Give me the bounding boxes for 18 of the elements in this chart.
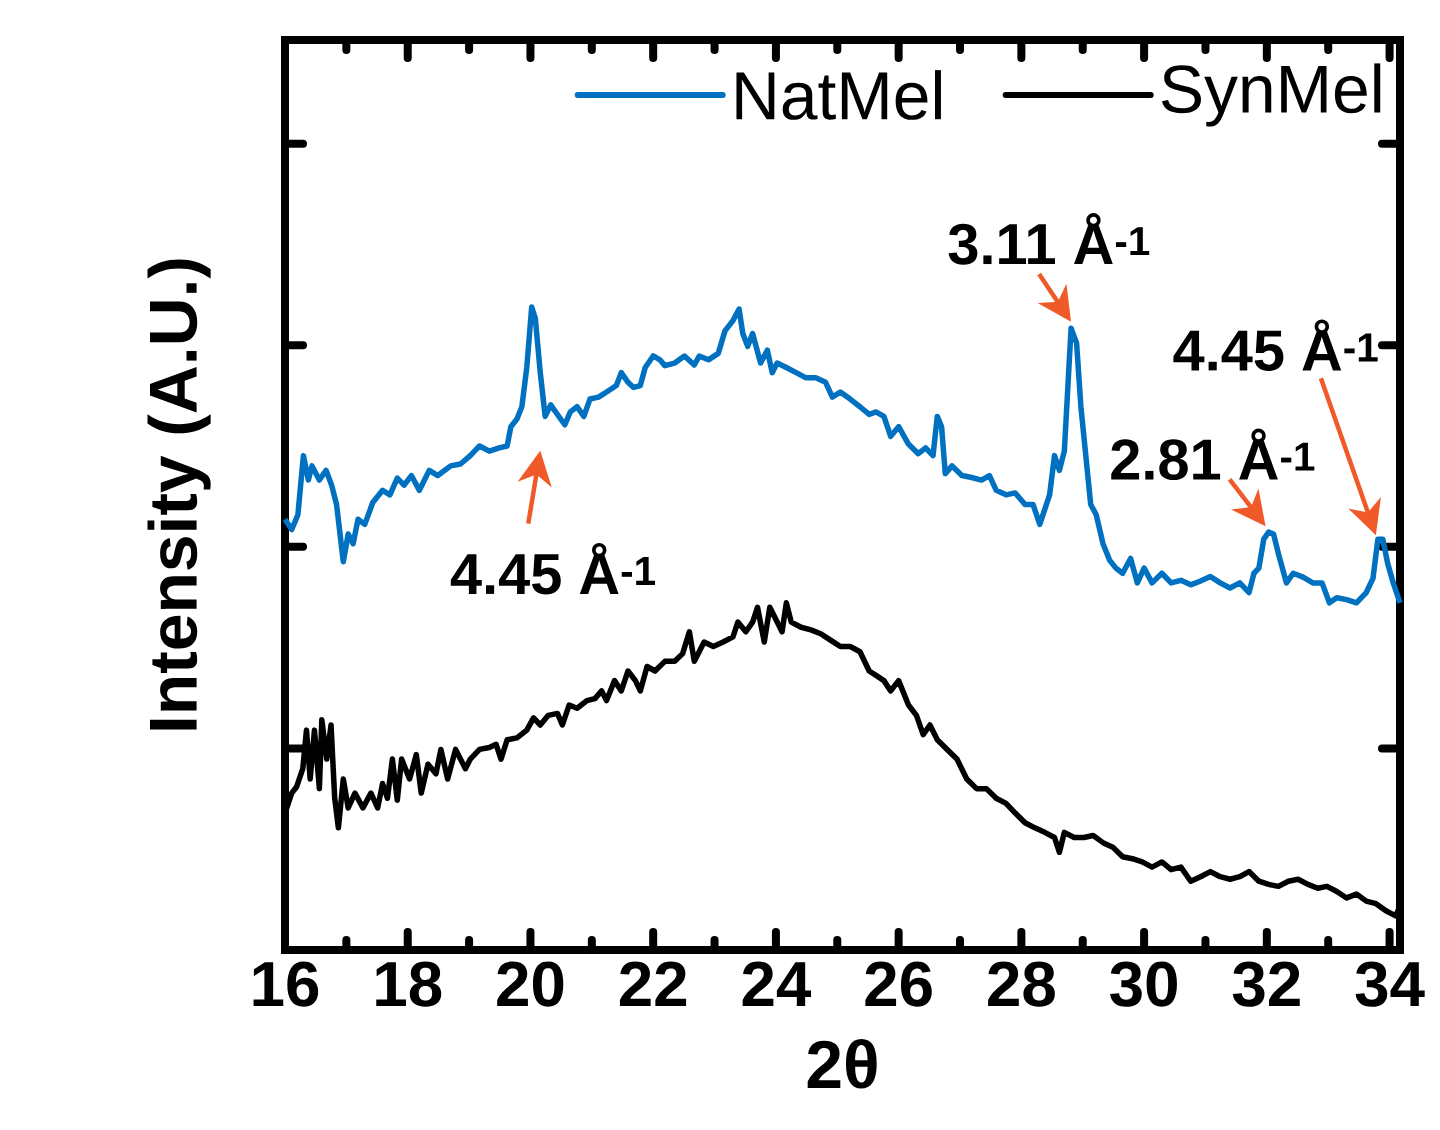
y-axis-title: Intensity (A.U.)	[147, 259, 211, 730]
legend-label: NatMel	[736, 70, 941, 120]
x-tick-label: 16	[253, 961, 319, 1007]
annotation: 4.45 Å$^{-1}$	[1173, 319, 1378, 371]
x-tick-label: 22	[619, 961, 687, 1007]
annotation: 2.81 Å$^{-1}$	[1111, 428, 1315, 481]
x-tick-label: 28	[988, 961, 1055, 1007]
x-axis-title: 2θ	[807, 1038, 877, 1089]
x-tick-label: 18	[376, 961, 442, 1007]
x-tick-label: 26	[865, 961, 932, 1007]
annotation: 4.45 Å$^{-1}$	[450, 542, 656, 595]
x-tick-label: 24	[742, 961, 812, 1007]
legend-label: SynMel	[1161, 63, 1381, 127]
annotation: 3.11 Å$^{-1}$	[948, 213, 1150, 265]
x-tick-label: 32	[1232, 961, 1300, 1007]
x-tick-label: 20	[497, 961, 564, 1007]
x-tick-label: 30	[1110, 961, 1177, 1007]
x-tick-label: 34	[1355, 961, 1425, 1007]
